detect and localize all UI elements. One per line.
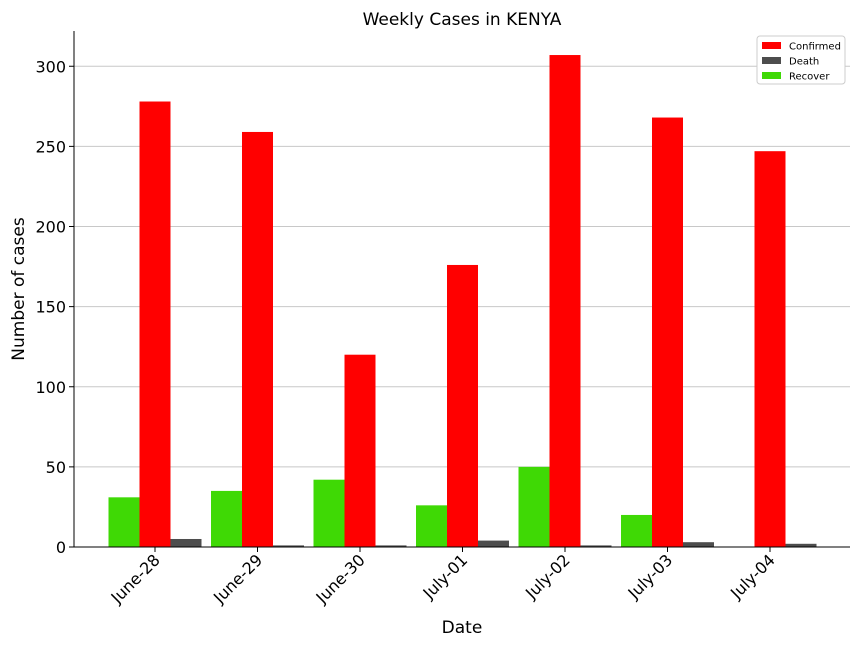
bar-death-july-03 — [683, 542, 714, 547]
x-tick-label-july-04: July-04 — [726, 550, 779, 603]
bar-confirmed-july-02 — [549, 55, 581, 548]
x-tick-label-july-01: July-01 — [419, 550, 472, 603]
bar-confirmed-july-01 — [447, 264, 478, 547]
y-axis-ticks: 0 50 100 150 200 250 300 — [35, 57, 74, 557]
legend-label-death: Death — [789, 57, 819, 68]
x-tick-label-june-28: June-28 — [107, 550, 164, 607]
legend-swatch-confirmed — [762, 42, 781, 49]
y-tick-label-200: 200 — [35, 218, 66, 237]
y-tick-label-150: 150 — [35, 298, 66, 317]
bar-recover-july-02 — [518, 466, 550, 547]
bar-death-june-29 — [273, 545, 304, 547]
bar-recover-july-03 — [621, 514, 652, 547]
x-tick-label-july-02: July-02 — [521, 550, 574, 603]
legend: Confirmed Death Recover — [756, 35, 846, 85]
bar-confirmed-june-28 — [139, 101, 171, 548]
y-tick-label-0: 0 — [56, 538, 66, 557]
x-axis-title: Date — [442, 618, 483, 638]
bar-confirmed-july-04 — [754, 151, 786, 547]
x-axis-ticks: June-28 June-29 June-30 July-01 July-02 July-… — [107, 547, 779, 608]
legend-swatch-recover — [762, 72, 781, 79]
x-tick-label-july-03: July-03 — [624, 550, 677, 603]
legend-swatch-death — [762, 57, 781, 64]
y-tick-label-300: 300 — [35, 57, 66, 76]
legend-label-recover: Recover — [789, 72, 830, 83]
y-tick-label-50: 50 — [46, 458, 66, 477]
bar-death-july-01 — [478, 540, 509, 547]
bar-recover-july-01 — [416, 505, 447, 547]
bar-recover-june-29 — [211, 490, 242, 547]
bar-recover-june-28 — [108, 497, 140, 547]
bar-recover-june-30 — [313, 479, 345, 547]
y-axis-title: Number of cases — [9, 217, 29, 361]
y-tick-label-100: 100 — [35, 378, 66, 397]
bar-death-july-04 — [785, 543, 817, 547]
bar-death-june-28 — [170, 538, 202, 547]
bar-confirmed-june-29 — [242, 131, 273, 547]
bar-confirmed-june-30 — [344, 354, 376, 547]
x-tick-label-june-29: June-29 — [209, 550, 266, 607]
x-tick-label-june-30: June-30 — [312, 550, 369, 607]
chart-title: Weekly Cases in KENYA — [363, 10, 562, 30]
legend-label-confirmed: Confirmed — [789, 42, 841, 53]
y-tick-label-250: 250 — [35, 137, 66, 156]
bar-death-june-30 — [375, 545, 407, 547]
bars — [108, 55, 817, 548]
bar-death-july-02 — [580, 545, 612, 547]
bar-confirmed-july-03 — [652, 117, 683, 547]
